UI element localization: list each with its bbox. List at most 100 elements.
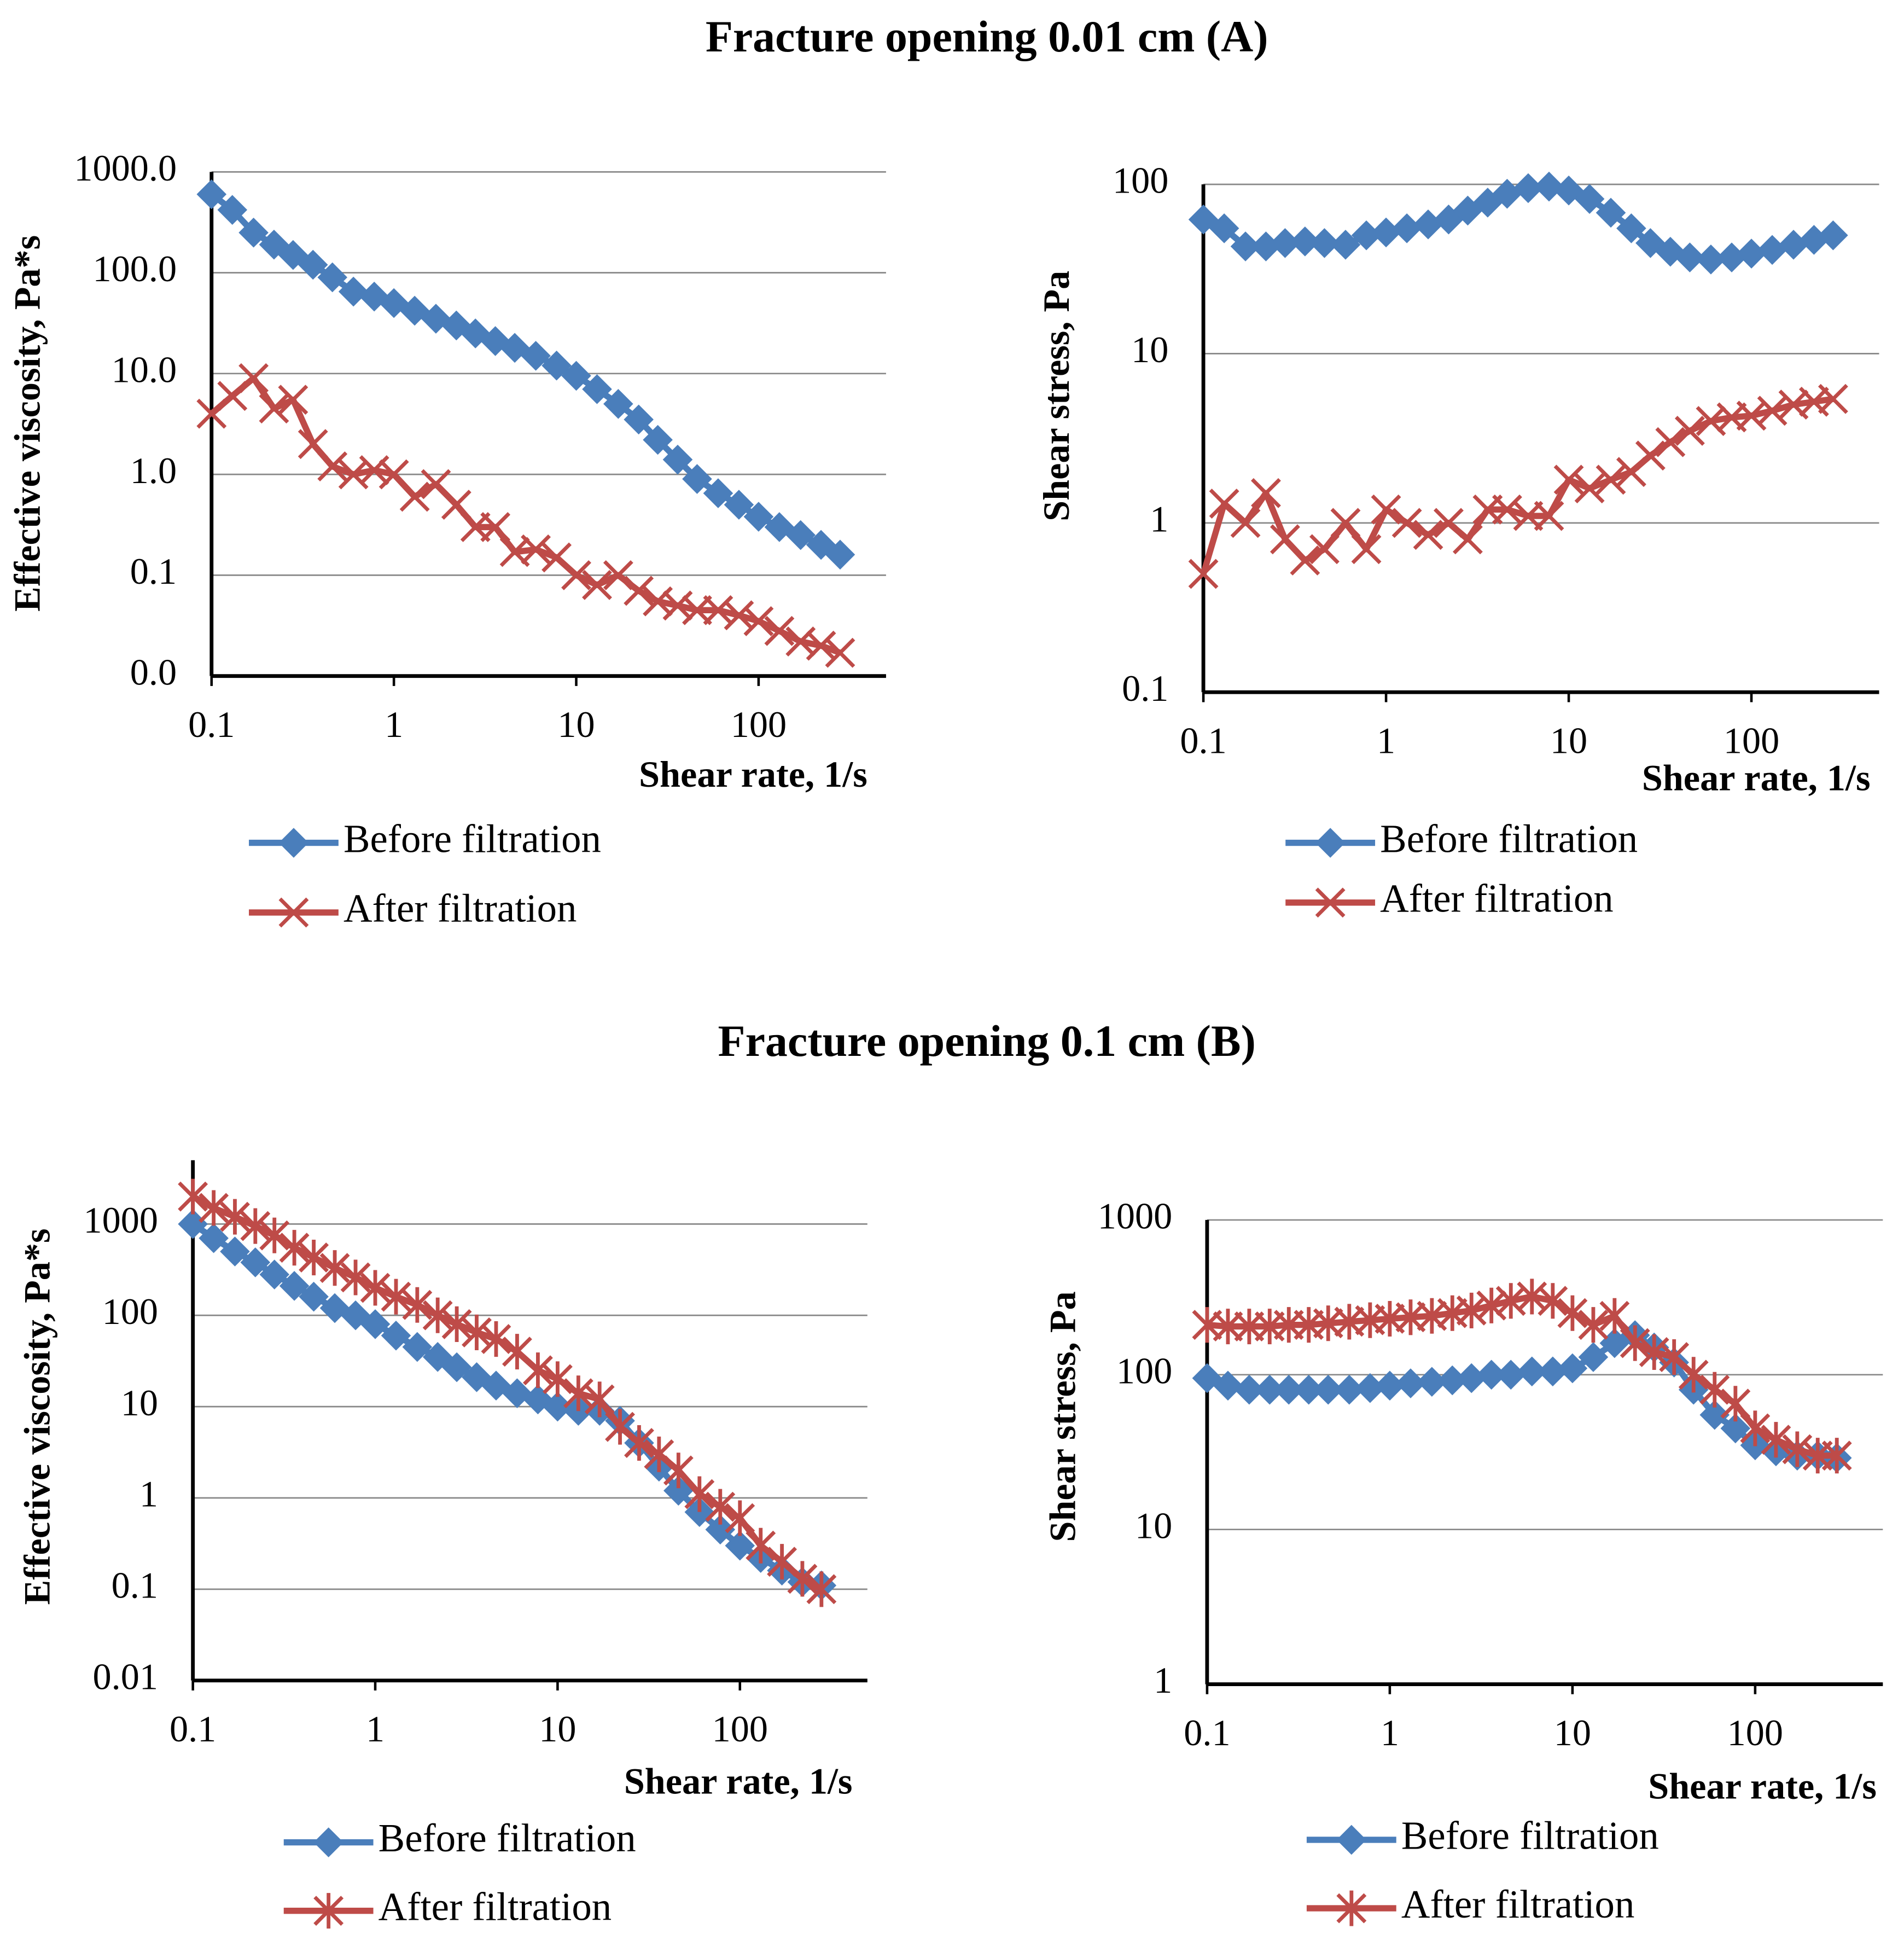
y-tick-label: 1 (139, 1473, 158, 1515)
marker (278, 385, 308, 415)
marker (359, 455, 389, 485)
x-axis-title: Shear rate, 1/s (1642, 757, 1871, 799)
marker (1492, 494, 1522, 525)
x-tick-label: 1 (1381, 1712, 1399, 1753)
marker (1639, 1334, 1669, 1370)
marker (199, 1223, 229, 1253)
marker (340, 1259, 371, 1295)
marker (662, 444, 693, 475)
marker (278, 897, 309, 928)
marker (1251, 478, 1281, 508)
y-tick-label: 0.1 (1122, 667, 1168, 709)
marker (644, 1436, 674, 1472)
marker (279, 1271, 310, 1301)
section-title: Fracture opening 0.1 cm (B) (718, 1016, 1256, 1066)
marker (1553, 464, 1584, 495)
marker (1433, 508, 1464, 538)
marker (724, 490, 754, 520)
y-tick-label: 1000.0 (74, 147, 177, 189)
legend-label: After filtration (379, 1884, 612, 1928)
y-tick-label: 100 (1116, 1350, 1172, 1391)
marker (605, 1409, 635, 1445)
marker (682, 595, 712, 625)
marker (1452, 524, 1483, 555)
marker (238, 363, 269, 393)
marker (522, 1352, 553, 1389)
marker (480, 512, 511, 542)
marker (1230, 508, 1261, 538)
marker (743, 502, 774, 532)
marker (278, 240, 308, 270)
marker (313, 1893, 344, 1929)
marker (1557, 1295, 1588, 1331)
marker (1213, 1370, 1243, 1401)
marker (603, 560, 633, 590)
marker (279, 1230, 310, 1266)
marker (624, 404, 654, 435)
marker (1251, 231, 1281, 262)
marker (1720, 1386, 1751, 1422)
marker (441, 1306, 472, 1342)
legend-label: After filtration (1401, 1882, 1635, 1926)
legend-label: Before filtration (379, 1816, 636, 1860)
marker (703, 478, 733, 508)
marker (1351, 534, 1382, 565)
marker (240, 1208, 271, 1244)
marker (360, 1270, 391, 1306)
marker (1821, 1438, 1852, 1474)
x-axis-title: Shear rate, 1/s (639, 753, 867, 795)
x-tick-label: 0.1 (1180, 719, 1226, 761)
marker (624, 1425, 654, 1461)
marker (299, 1239, 329, 1276)
marker (317, 451, 348, 481)
marker (422, 1297, 453, 1333)
marker (1336, 1890, 1367, 1926)
marker (1699, 1399, 1730, 1430)
marker (278, 828, 309, 858)
marker (785, 520, 816, 550)
marker (662, 590, 693, 621)
marker (764, 615, 795, 646)
marker (1818, 384, 1848, 414)
marker (787, 1561, 818, 1597)
marker (561, 560, 591, 590)
marker (643, 425, 673, 455)
y-axis-title: Shear stress, Pa (1035, 271, 1077, 521)
y-tick-label: 100.0 (93, 248, 177, 289)
y-tick-label: 0.1 (130, 550, 177, 592)
marker (1230, 231, 1261, 262)
marker (521, 341, 551, 371)
marker (1538, 1356, 1568, 1387)
x-tick-label: 100 (712, 1708, 768, 1750)
marker (317, 262, 348, 293)
x-tick-label: 0.1 (1184, 1712, 1230, 1753)
y-tick-label: 1 (1150, 498, 1168, 539)
marker (1309, 228, 1340, 258)
marker (521, 534, 551, 565)
marker (1315, 828, 1346, 858)
marker (705, 1489, 736, 1525)
marker (1557, 1353, 1588, 1384)
x-tick-label: 10 (1554, 1712, 1591, 1753)
marker (1270, 228, 1300, 258)
marker (199, 1190, 229, 1226)
x-tick-label: 10 (557, 704, 595, 745)
x-tick-label: 100 (1727, 1712, 1783, 1753)
marker (1534, 501, 1564, 531)
x-tick-label: 10 (1550, 719, 1587, 761)
marker (724, 600, 754, 631)
marker (313, 1827, 343, 1857)
marker (1757, 235, 1787, 265)
marker (1188, 559, 1219, 589)
marker (481, 1321, 511, 1357)
y-axis-title: Effective viscosity, Pa*s (16, 1228, 58, 1605)
y-tick-label: 10.0 (112, 348, 177, 390)
marker (402, 1332, 433, 1362)
marker (1315, 887, 1346, 918)
legend-label: After filtration (1380, 876, 1614, 920)
marker (1599, 1298, 1630, 1334)
marker (196, 398, 227, 429)
marker (1578, 1307, 1609, 1343)
marker (217, 381, 248, 411)
marker (1437, 1365, 1468, 1396)
